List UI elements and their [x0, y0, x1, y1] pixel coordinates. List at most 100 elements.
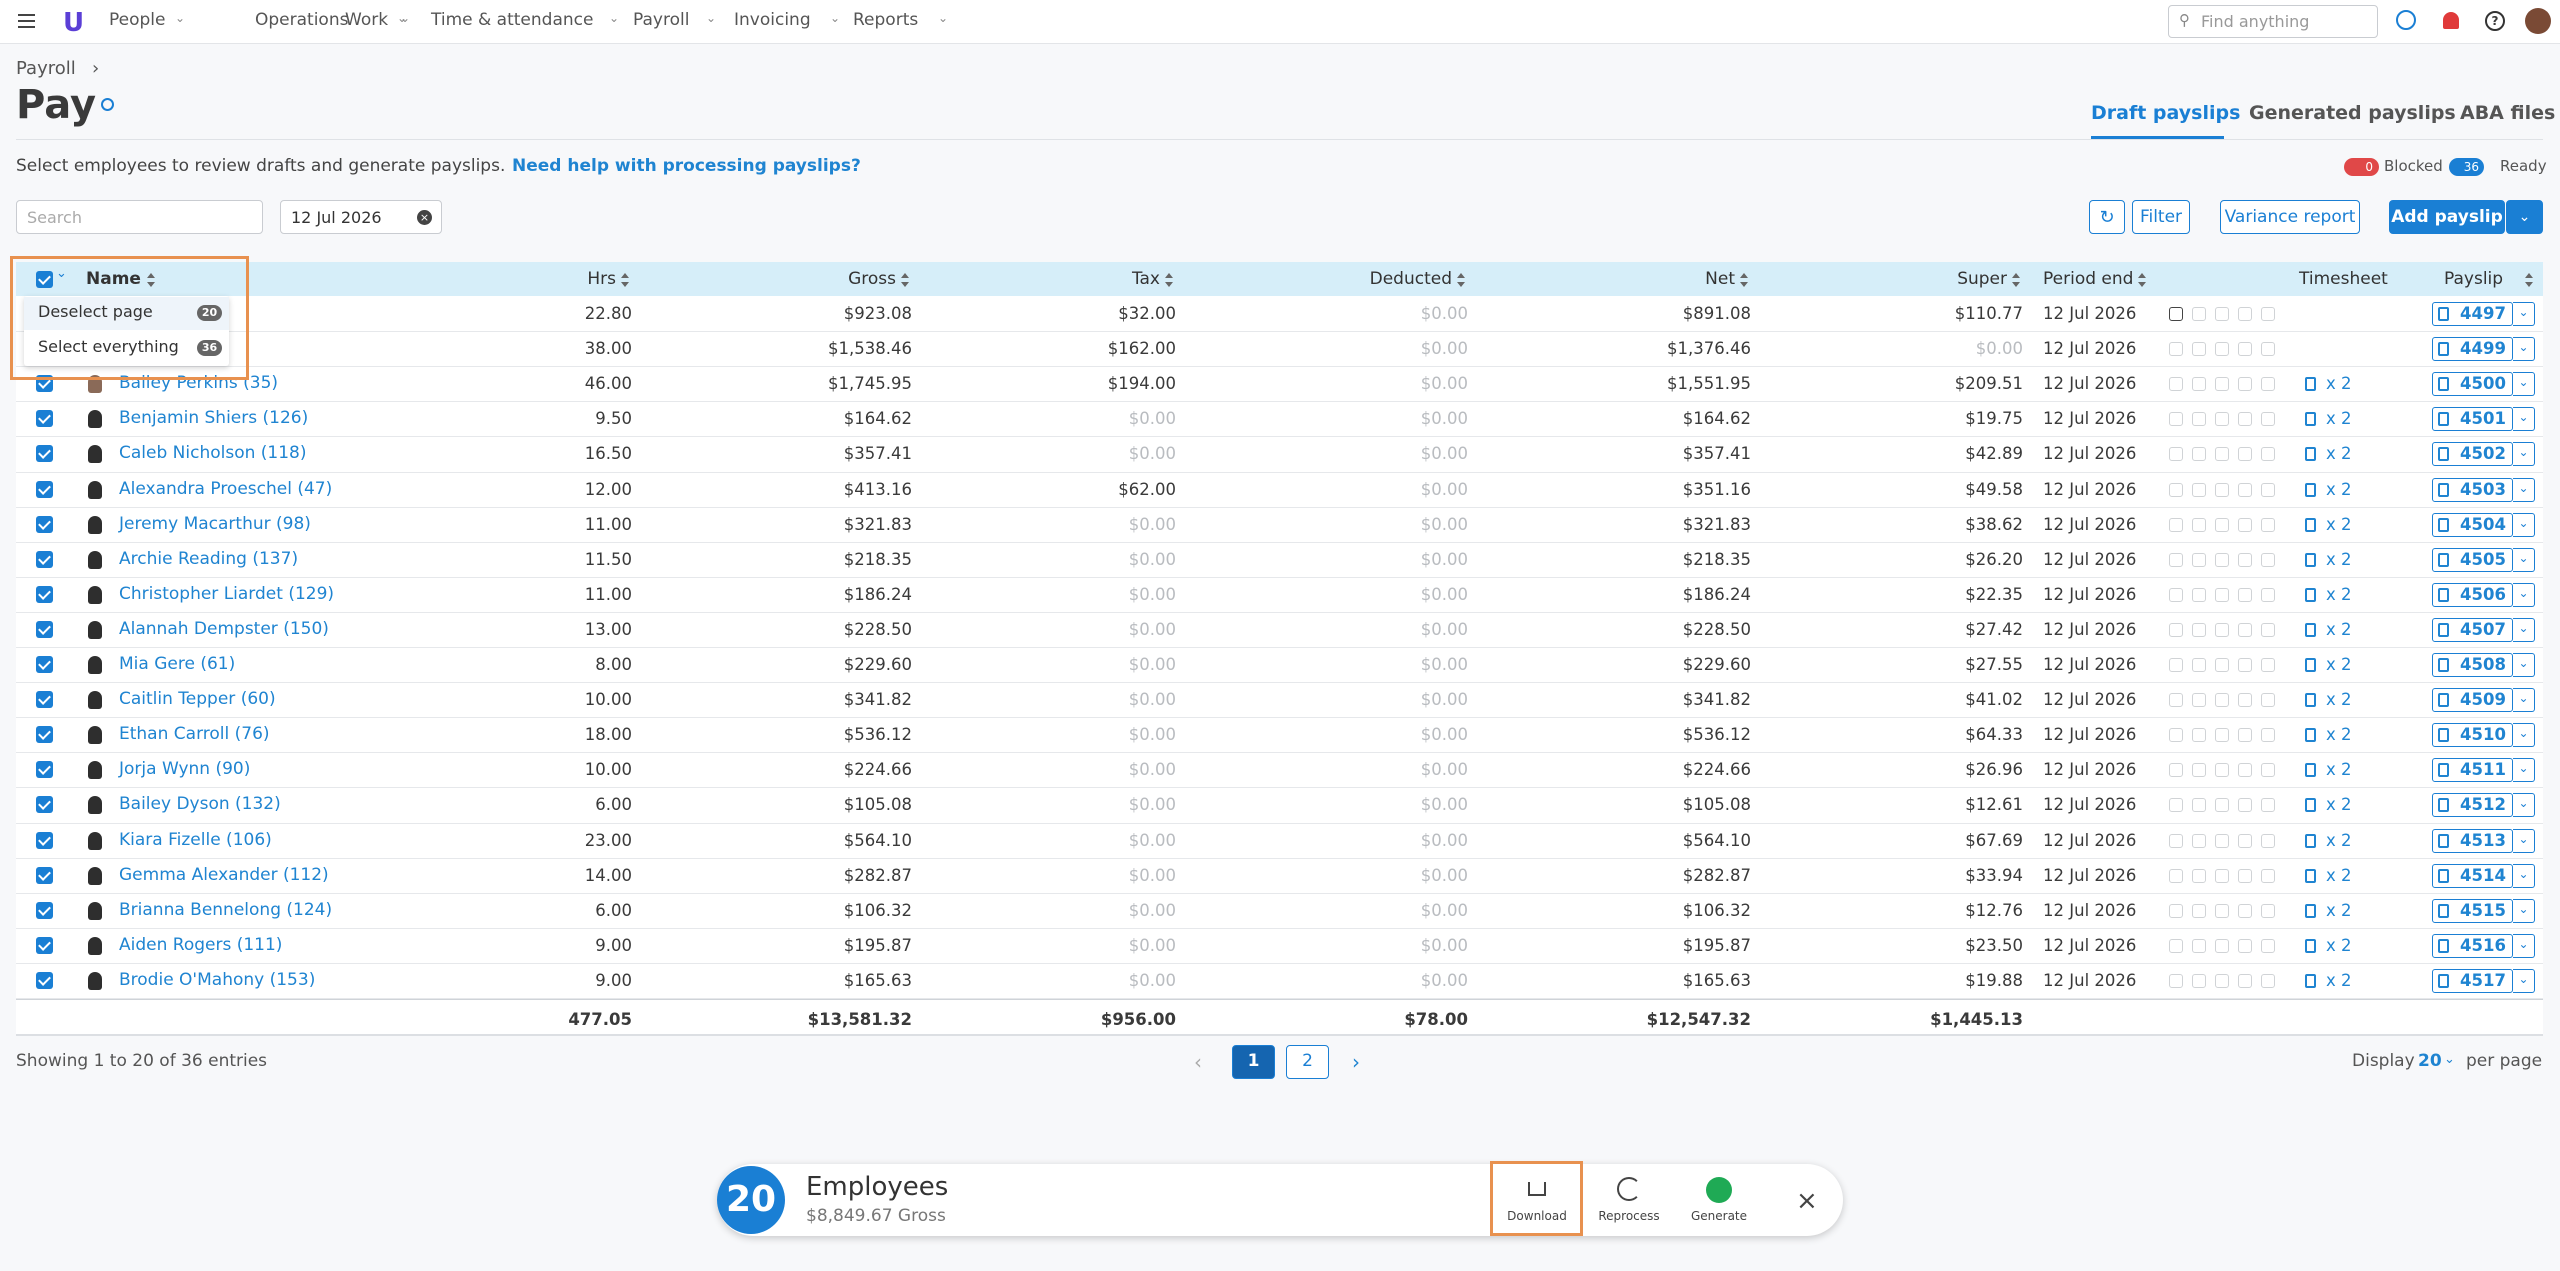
row-action-icon[interactable]	[2261, 412, 2275, 427]
page-button[interactable]: 1	[1232, 1045, 1275, 1079]
column-header[interactable]: Deducted	[1369, 269, 1452, 289]
payslip-button[interactable]	[2432, 828, 2513, 853]
column-header[interactable]: Name	[86, 269, 141, 289]
payslip-number[interactable]: 4509	[2460, 690, 2506, 710]
column-header[interactable]: Gross	[848, 269, 896, 289]
row-checkbox[interactable]	[36, 901, 53, 919]
toolbar-button[interactable]: Variance report	[2220, 200, 2360, 234]
row-action-icon[interactable]	[2261, 552, 2275, 567]
help-icon[interactable]: ?	[2485, 11, 2505, 31]
sync-icon[interactable]	[2396, 10, 2416, 30]
row-checkbox[interactable]	[36, 410, 53, 428]
payslip-number[interactable]: 4504	[2460, 514, 2506, 534]
payslip-number[interactable]: 4501	[2460, 409, 2506, 429]
breadcrumb[interactable]: Payroll	[16, 58, 76, 79]
row-action-icon[interactable]	[2215, 447, 2229, 462]
row-action-icon[interactable]	[2192, 693, 2206, 708]
add-payslip-menu[interactable]: ⌄	[2506, 200, 2543, 234]
nav-caret[interactable]: ⌄	[706, 11, 717, 25]
row-action-icon[interactable]	[2238, 307, 2252, 321]
payslip-button[interactable]	[2432, 337, 2513, 362]
payslip-menu[interactable]: ⌄	[2513, 582, 2535, 607]
sort-icon[interactable]	[1456, 273, 1466, 287]
payslip-button[interactable]	[2432, 372, 2513, 397]
per-page-caret[interactable]: ⌄	[2444, 1052, 2455, 1067]
row-action-icon[interactable]	[2169, 903, 2183, 918]
nav-item[interactable]: Invoicing	[734, 10, 811, 30]
payslip-button[interactable]	[2432, 863, 2513, 888]
payslip-button[interactable]	[2432, 512, 2513, 537]
row-action-icon[interactable]	[2238, 587, 2252, 602]
row-action-icon[interactable]	[2169, 587, 2183, 602]
employee-name[interactable]: Caitlin Tepper (60)	[119, 689, 276, 710]
sort-icon[interactable]	[2524, 273, 2534, 287]
row-action-icon[interactable]	[2238, 798, 2252, 813]
timesheet-icon[interactable]	[2305, 412, 2316, 427]
nav-item[interactable]: Reports	[853, 10, 919, 30]
global-search[interactable]: ⚲ Find anything	[2168, 5, 2378, 38]
nav-caret[interactable]: ⌄	[175, 11, 186, 25]
row-checkbox[interactable]	[36, 726, 53, 744]
column-header[interactable]: Payslip	[2444, 269, 2504, 289]
payslip-number[interactable]: 4515	[2460, 900, 2506, 920]
payslip-button[interactable]	[2432, 653, 2513, 677]
row-checkbox[interactable]	[36, 445, 53, 463]
payslip-button[interactable]	[2432, 617, 2513, 642]
row-action-icon[interactable]	[2215, 693, 2229, 708]
row-action-icon[interactable]	[2192, 798, 2206, 813]
row-checkbox[interactable]	[36, 656, 53, 673]
row-action-icon[interactable]	[2169, 447, 2183, 462]
timesheet-icon[interactable]	[2305, 903, 2316, 918]
clear-date[interactable]: ×	[417, 210, 432, 225]
row-action-icon[interactable]	[2215, 342, 2229, 357]
row-action-icon[interactable]	[2192, 938, 2206, 953]
payslip-number[interactable]: 4503	[2460, 479, 2506, 499]
row-action-icon[interactable]	[2261, 693, 2275, 708]
nav-item[interactable]: Payroll	[633, 10, 690, 30]
payslip-button[interactable]	[2432, 723, 2513, 748]
nav-item[interactable]: Work	[345, 10, 389, 30]
row-checkbox[interactable]	[36, 620, 53, 638]
row-checkbox[interactable]	[36, 761, 53, 779]
nav-caret[interactable]: ⌄	[609, 11, 620, 25]
row-action-icon[interactable]	[2215, 938, 2229, 953]
row-action-icon[interactable]	[2238, 412, 2252, 427]
row-action-icon[interactable]	[2261, 938, 2275, 953]
employee-name[interactable]: Brianna Bennelong (124)	[119, 899, 333, 920]
payslip-button[interactable]	[2432, 302, 2513, 326]
row-action-icon[interactable]	[2238, 693, 2252, 708]
payslip-button[interactable]	[2432, 547, 2513, 572]
row-action-icon[interactable]	[2238, 517, 2252, 532]
employee-name[interactable]: Mia Gere (61)	[119, 654, 236, 674]
timesheet-count[interactable]: x 2	[2326, 795, 2352, 815]
row-action-icon[interactable]	[2192, 412, 2206, 427]
payslip-menu[interactable]: ⌄	[2513, 512, 2535, 537]
employee-name[interactable]: Alannah Dempster (150)	[119, 618, 329, 639]
row-action-icon[interactable]	[2261, 377, 2275, 392]
payslip-menu[interactable]: ⌄	[2513, 442, 2535, 467]
timesheet-count[interactable]: x 2	[2326, 514, 2352, 534]
row-action-icon[interactable]	[2215, 763, 2229, 778]
row-checkbox[interactable]	[36, 971, 53, 989]
action-button[interactable]: Generate	[1690, 1209, 1748, 1223]
payslip-menu[interactable]: ⌄	[2513, 828, 2535, 853]
column-header[interactable]: Hrs	[587, 269, 616, 289]
row-action-icon[interactable]	[2169, 377, 2183, 392]
row-action-icon[interactable]	[2238, 552, 2252, 567]
sort-icon[interactable]	[2137, 273, 2147, 287]
payslip-number[interactable]: 4514	[2460, 865, 2506, 885]
nav-caret[interactable]: ⌄	[938, 11, 949, 25]
row-action-icon[interactable]	[2192, 342, 2206, 357]
payslip-number[interactable]: 4507	[2460, 619, 2506, 639]
employee-name[interactable]: Caleb Nicholson (118)	[119, 443, 307, 464]
employee-name[interactable]: Christopher Liardet (129)	[119, 583, 335, 604]
payslip-number[interactable]: 4512	[2460, 795, 2506, 815]
row-action-icon[interactable]	[2215, 517, 2229, 532]
timesheet-icon[interactable]	[2305, 447, 2316, 462]
row-action-icon[interactable]	[2169, 728, 2183, 743]
row-action-icon[interactable]	[2261, 903, 2275, 918]
row-action-icon[interactable]	[2261, 447, 2275, 462]
payslip-menu[interactable]: ⌄	[2513, 653, 2535, 677]
timesheet-icon[interactable]	[2305, 693, 2316, 708]
table-search[interactable]: Search	[16, 200, 263, 234]
